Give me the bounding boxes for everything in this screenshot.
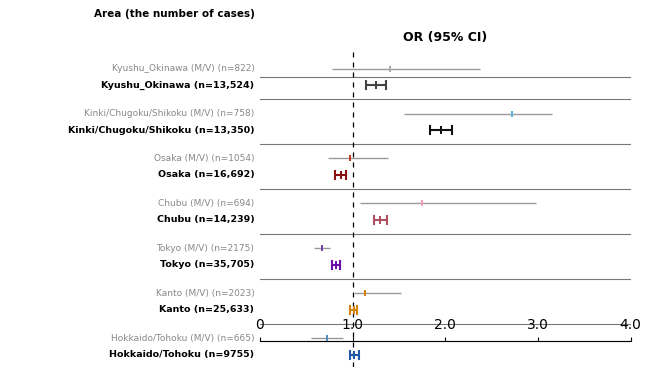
- Bar: [363, 290, 366, 296]
- Bar: [348, 155, 351, 161]
- Bar: [389, 66, 391, 71]
- Text: Tokyo (M/V) (n=2175): Tokyo (M/V) (n=2175): [157, 244, 254, 253]
- Bar: [511, 110, 513, 116]
- Bar: [439, 126, 441, 134]
- Text: Osaka (n=16,692): Osaka (n=16,692): [158, 170, 254, 180]
- Bar: [335, 261, 337, 269]
- Text: Kanto (M/V) (n=2023): Kanto (M/V) (n=2023): [156, 289, 254, 298]
- Text: Kinki/Chugoku/Shikoku (M/V) (n=758): Kinki/Chugoku/Shikoku (M/V) (n=758): [84, 109, 254, 118]
- Bar: [352, 306, 354, 314]
- Text: Kyushu_Okinawa (n=13,524): Kyushu_Okinawa (n=13,524): [101, 81, 254, 90]
- Text: Tokyo (n=35,705): Tokyo (n=35,705): [160, 260, 254, 269]
- Bar: [421, 200, 423, 206]
- Bar: [354, 351, 356, 359]
- Text: Osaka (M/V) (n=1054): Osaka (M/V) (n=1054): [154, 154, 254, 163]
- Bar: [339, 171, 342, 179]
- Text: Kyushu_Okinawa (M/V) (n=822): Kyushu_Okinawa (M/V) (n=822): [112, 64, 254, 73]
- Text: Hokkaido/Tohoku (n=9755): Hokkaido/Tohoku (n=9755): [109, 350, 254, 359]
- Bar: [375, 81, 377, 89]
- Bar: [326, 335, 328, 341]
- Title: OR (95% CI): OR (95% CI): [403, 31, 488, 44]
- Text: Chubu (M/V) (n=694): Chubu (M/V) (n=694): [158, 199, 254, 208]
- Text: Hokkaido/Tohoku (M/V) (n=665): Hokkaido/Tohoku (M/V) (n=665): [111, 334, 254, 343]
- Text: Kanto (n=25,633): Kanto (n=25,633): [159, 305, 254, 314]
- Text: Area (the number of cases): Area (the number of cases): [94, 9, 254, 19]
- Bar: [321, 245, 323, 251]
- Bar: [380, 216, 382, 224]
- Text: Kinki/Chugoku/Shikoku (n=13,350): Kinki/Chugoku/Shikoku (n=13,350): [68, 125, 254, 135]
- Text: Chubu (n=14,239): Chubu (n=14,239): [157, 215, 254, 225]
